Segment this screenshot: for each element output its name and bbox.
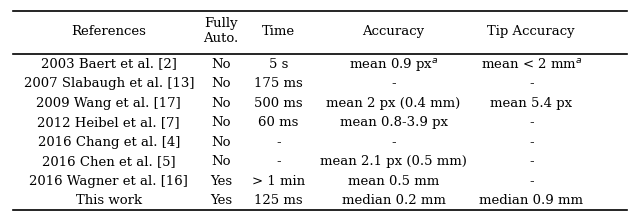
Text: mean 2.1 px (0.5 mm): mean 2.1 px (0.5 mm): [320, 155, 467, 168]
Text: Yes: Yes: [210, 175, 232, 188]
Text: 60 ms: 60 ms: [258, 116, 299, 129]
Text: 2016 Chen et al. [5]: 2016 Chen et al. [5]: [42, 155, 175, 168]
Text: -: -: [391, 136, 396, 149]
Text: mean 5.4 px: mean 5.4 px: [490, 97, 572, 110]
Text: Time: Time: [262, 25, 295, 38]
Text: 2016 Wagner et al. [16]: 2016 Wagner et al. [16]: [29, 175, 188, 188]
Text: No: No: [211, 97, 230, 110]
Text: Accuracy: Accuracy: [362, 25, 425, 38]
Text: Yes: Yes: [210, 194, 232, 207]
Text: mean 0.5 mm: mean 0.5 mm: [348, 175, 439, 188]
Text: -: -: [529, 155, 534, 168]
Text: 2003 Baert et al. [2]: 2003 Baert et al. [2]: [41, 58, 177, 71]
Text: No: No: [211, 116, 230, 129]
Text: 175 ms: 175 ms: [254, 77, 303, 90]
Text: -: -: [391, 77, 396, 90]
Text: 2009 Wang et al. [17]: 2009 Wang et al. [17]: [36, 97, 181, 110]
Text: 125 ms: 125 ms: [254, 194, 303, 207]
Text: 2016 Chang et al. [4]: 2016 Chang et al. [4]: [38, 136, 180, 149]
Text: No: No: [211, 155, 230, 168]
Text: This work: This work: [76, 194, 142, 207]
Text: 500 ms: 500 ms: [254, 97, 303, 110]
Text: -: -: [529, 175, 534, 188]
Text: Tip Accuracy: Tip Accuracy: [488, 25, 575, 38]
Text: -: -: [276, 136, 281, 149]
Text: 2012 Heibel et al. [7]: 2012 Heibel et al. [7]: [38, 116, 180, 129]
Text: > 1 min: > 1 min: [252, 175, 305, 188]
Text: -: -: [529, 136, 534, 149]
Text: mean 0.8-3.9 px: mean 0.8-3.9 px: [340, 116, 447, 129]
Text: mean 2 px (0.4 mm): mean 2 px (0.4 mm): [326, 97, 461, 110]
Text: 5 s: 5 s: [269, 58, 288, 71]
Text: References: References: [72, 25, 146, 38]
Text: median 0.2 mm: median 0.2 mm: [342, 194, 445, 207]
Text: 2007 Slabaugh et al. [13]: 2007 Slabaugh et al. [13]: [24, 77, 194, 90]
Text: -: -: [276, 155, 281, 168]
Text: No: No: [211, 136, 230, 149]
Text: -: -: [529, 116, 534, 129]
Text: No: No: [211, 77, 230, 90]
Text: -: -: [529, 77, 534, 90]
Text: mean < 2 mm$^{a}$: mean < 2 mm$^{a}$: [481, 57, 582, 71]
Text: No: No: [211, 58, 230, 71]
Text: median 0.9 mm: median 0.9 mm: [479, 194, 583, 207]
Text: Fully
Auto.: Fully Auto.: [203, 17, 239, 46]
Text: mean 0.9 px$^{a}$: mean 0.9 px$^{a}$: [349, 56, 438, 72]
